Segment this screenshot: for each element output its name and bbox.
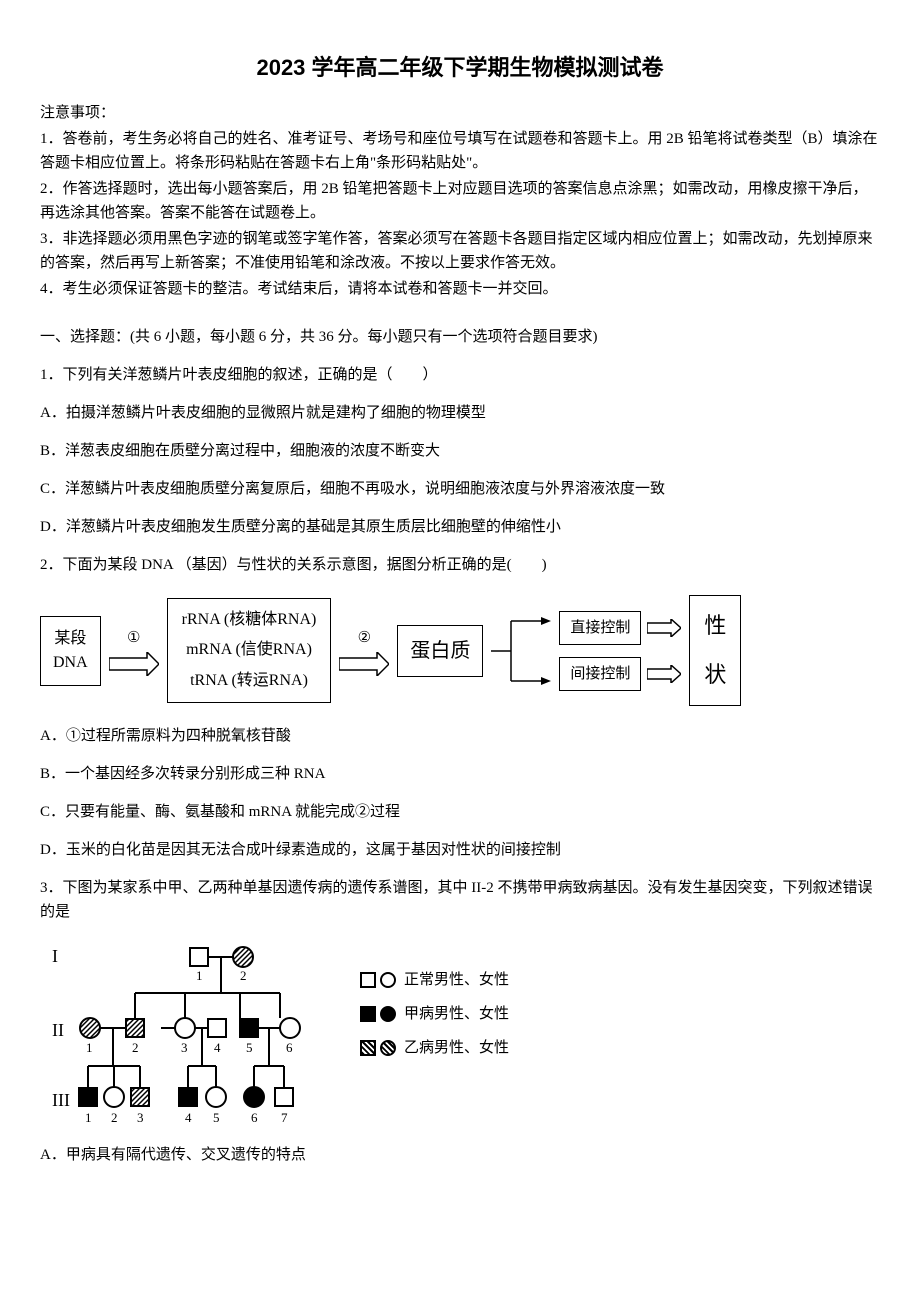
svg-text:2: 2 (132, 1040, 139, 1055)
q1-option-a: A．拍摄洋葱鳞片叶表皮细胞的显微照片就是建构了细胞的物理模型 (40, 401, 880, 425)
svg-text:1: 1 (86, 1040, 93, 1055)
trait-char-top: 性 (704, 602, 726, 650)
q3-option-a: A．甲病具有隔代遗传、交叉遗传的特点 (40, 1143, 880, 1167)
arrow-icon (109, 652, 159, 676)
svg-text:6: 6 (286, 1040, 293, 1055)
svg-text:1: 1 (85, 1110, 92, 1125)
q2-diagram: 某段 DNA ① rRNA (核糖体RNA) mRNA (信使RNA) tRNA… (40, 595, 880, 706)
q1-title: 1．下列有关洋葱鳞片叶表皮细胞的叙述，正确的是（ ） (40, 363, 880, 387)
disease-b-male-icon (360, 1040, 376, 1056)
instruction-item: 1．答卷前，考生务必将自己的姓名、准考证号、考场号和座位号填写在试题卷和答题卡上… (40, 127, 880, 175)
svg-text:6: 6 (251, 1110, 258, 1125)
svg-text:1: 1 (196, 968, 203, 983)
instructions-header: 注意事项： (40, 101, 880, 125)
q1-option-c: C．洋葱鳞片叶表皮细胞质壁分离复原后，细胞不再吸水，说明细胞液浓度与外界溶液浓度… (40, 477, 880, 501)
svg-text:3: 3 (137, 1110, 144, 1125)
pedigree-chart: I II III 1 2 1 2 3 4 (40, 938, 330, 1133)
arrow-icon (647, 665, 681, 683)
rna-label: tRNA (转运RNA) (182, 666, 317, 696)
svg-text:7: 7 (281, 1110, 288, 1125)
q1-option-b: B．洋葱表皮细胞在质壁分离过程中，细胞液的浓度不断变大 (40, 439, 880, 463)
instruction-item: 2．作答选择题时，选出每小题答案后，用 2B 铅笔把答题卡上对应题目选项的答案信… (40, 177, 880, 225)
trait-char-bottom: 状 (704, 651, 726, 699)
legend-disease-b-label: 乙病男性、女性 (404, 1036, 509, 1060)
exam-title: 2023 学年高二年级下学期生物模拟测试卷 (40, 50, 880, 85)
protein-box: 蛋白质 (397, 625, 483, 677)
svg-text:III: III (52, 1090, 70, 1110)
rna-label: rRNA (核糖体RNA) (182, 605, 317, 635)
step1-label: ① (127, 626, 140, 650)
normal-female-icon (380, 972, 396, 988)
q2-option-a: A．①过程所需原料为四种脱氧核苷酸 (40, 724, 880, 748)
q2-option-b: B．一个基因经多次转录分别形成三种 RNA (40, 762, 880, 786)
svg-text:5: 5 (213, 1110, 220, 1125)
disease-b-female-icon (380, 1040, 396, 1056)
svg-text:II: II (52, 1020, 64, 1040)
svg-text:2: 2 (111, 1110, 118, 1125)
section-header: 一、选择题：(共 6 小题，每小题 6 分，共 36 分。每小题只有一个选项符合… (40, 325, 880, 349)
arrow-icon (647, 619, 681, 637)
trait-box: 性 状 (689, 595, 741, 706)
rna-label: mRNA (信使RNA) (182, 635, 317, 665)
arrow-icon (339, 652, 389, 676)
split-arrow-icon (491, 601, 551, 701)
q2-option-c: C．只要有能量、酶、氨基酸和 mRNA 就能完成②过程 (40, 800, 880, 824)
pedigree-legend: 正常男性、女性 甲病男性、女性 乙病男性、女性 (360, 968, 509, 1070)
rna-box: rRNA (核糖体RNA) mRNA (信使RNA) tRNA (转运RNA) (167, 598, 332, 703)
svg-text:2: 2 (240, 968, 247, 983)
instruction-item: 3．非选择题必须用黑色字迹的钢笔或签字笔作答，答案必须写在答题卡各题目指定区域内… (40, 227, 880, 275)
dna-box: 某段 DNA (40, 616, 101, 686)
q3-title: 3．下图为某家系中甲、乙两种单基因遗传病的遗传系谱图，其中 II-2 不携带甲病… (40, 876, 880, 924)
indirect-control-box: 间接控制 (559, 657, 641, 691)
q2-title: 2．下面为某段 DNA （基因）与性状的关系示意图，据图分析正确的是( ) (40, 553, 880, 577)
svg-text:4: 4 (214, 1040, 221, 1055)
legend-normal-label: 正常男性、女性 (404, 968, 509, 992)
q1-option-d: D．洋葱鳞片叶表皮细胞发生质壁分离的基础是其原生质层比细胞壁的伸缩性小 (40, 515, 880, 539)
direct-control-box: 直接控制 (559, 611, 641, 645)
instructions-section: 注意事项： 1．答卷前，考生务必将自己的姓名、准考证号、考场号和座位号填写在试题… (40, 101, 880, 301)
svg-text:5: 5 (246, 1040, 253, 1055)
disease-a-male-icon (360, 1006, 376, 1022)
q2-option-d: D．玉米的白化苗是因其无法合成叶绿素造成的，这属于基因对性状的间接控制 (40, 838, 880, 862)
svg-text:3: 3 (181, 1040, 188, 1055)
svg-text:I: I (52, 946, 58, 966)
svg-text:4: 4 (185, 1110, 192, 1125)
instruction-item: 4．考生必须保证答题卡的整洁。考试结束后，请将本试卷和答题卡一并交回。 (40, 277, 880, 301)
legend-disease-a-label: 甲病男性、女性 (404, 1002, 509, 1026)
normal-male-icon (360, 972, 376, 988)
step2-label: ② (358, 626, 371, 650)
q3-pedigree: I II III 1 2 1 2 3 4 (40, 938, 880, 1133)
disease-a-female-icon (380, 1006, 396, 1022)
